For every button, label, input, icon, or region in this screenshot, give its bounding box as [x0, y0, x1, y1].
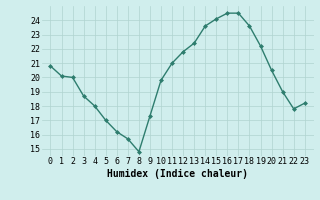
X-axis label: Humidex (Indice chaleur): Humidex (Indice chaleur) — [107, 169, 248, 179]
